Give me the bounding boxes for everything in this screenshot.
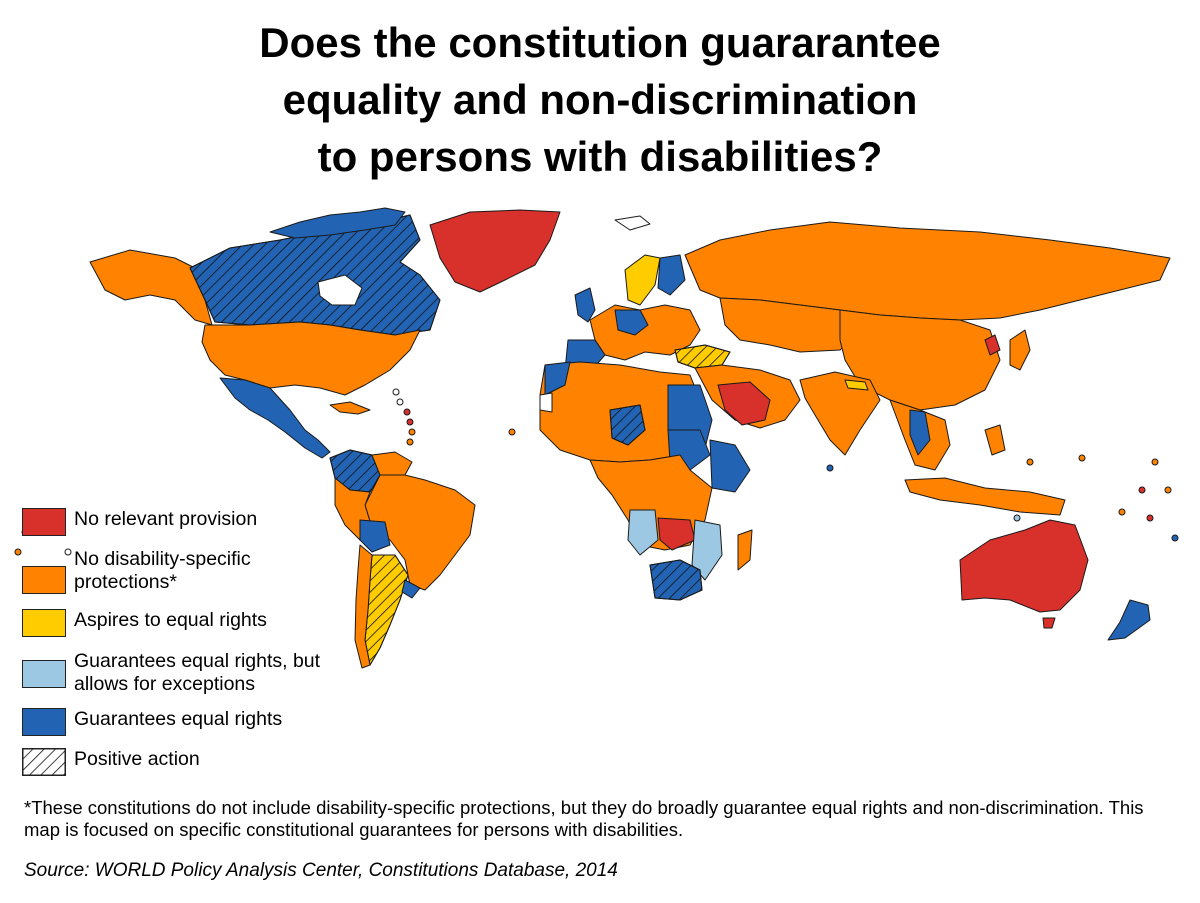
island-dot (396, 398, 404, 406)
region-central-asia (719, 297, 861, 353)
legend-swatch (22, 508, 66, 536)
region-tasmania (1042, 617, 1056, 629)
footnote: *These constitutions do not include disa… (24, 797, 1144, 840)
island-dot (1118, 508, 1126, 516)
island-dot (1171, 534, 1179, 542)
title-line-1: Does the constitution guararantee (259, 19, 941, 66)
region-hudson-bay (317, 274, 363, 306)
legend-label: No relevant provision (74, 508, 258, 530)
region-thailand (909, 409, 931, 456)
title-line-3: to persons with disabilities? (317, 133, 883, 180)
region-china (839, 309, 1001, 411)
island-dot (406, 418, 414, 426)
island-dot (508, 428, 516, 436)
region-angola (627, 509, 659, 556)
island-dot (1013, 514, 1021, 522)
legend-label: Positive action (74, 748, 200, 770)
region-greenland (429, 209, 561, 293)
island-dot (1164, 486, 1172, 494)
island-dot (406, 438, 414, 446)
island-dot (1146, 514, 1154, 522)
region-bolivia (359, 519, 391, 553)
region-niger-hatch (609, 404, 646, 446)
region-iceland (614, 215, 651, 231)
region-ethiopia (709, 439, 751, 493)
region-uruguay (401, 579, 421, 599)
legend-item-aspires: Aspires to equal rights (22, 609, 267, 637)
region-cuba (329, 401, 371, 415)
legend-item-guarantees: Guarantees equal rights (22, 708, 282, 736)
map-title: Does the constitution guararantee equali… (0, 14, 1200, 185)
island-dot (1078, 454, 1086, 462)
legend-item-no-disability-specific: No disability-specific protections* (22, 548, 251, 594)
legend-swatch (22, 566, 66, 594)
legend-label: No disability-specific protections* (74, 548, 251, 593)
legend-item-exceptions: Guarantees equal rights, but allows for … (22, 650, 320, 696)
region-saudi-arabia (717, 381, 771, 426)
region-mexico (219, 377, 331, 459)
region-chile (354, 544, 373, 669)
region-morocco (544, 361, 571, 396)
legend-label: Aspires to equal rights (74, 609, 267, 631)
legend-swatch (22, 609, 66, 637)
region-south-africa-hatch (649, 559, 703, 601)
island-dot (392, 388, 400, 396)
region-mozambique (691, 519, 723, 581)
legend-label: Guarantees equal rights, but allows for … (74, 650, 321, 695)
region-alaska (89, 249, 213, 326)
region-west-sahara (539, 392, 553, 413)
region-finland (657, 254, 686, 296)
island-dot (1151, 458, 1159, 466)
island-dot (826, 464, 834, 472)
region-arctic-islands (269, 207, 406, 239)
region-north-korea (984, 334, 1001, 356)
island-dot (403, 408, 411, 416)
region-philippines (984, 424, 1006, 456)
island-dot (64, 548, 72, 556)
island-dot (14, 548, 22, 556)
legend-label: Guarantees equal rights (74, 708, 283, 730)
region-japan (1009, 329, 1031, 371)
region-argentina-hatch (364, 554, 409, 666)
region-new-zealand (1107, 599, 1151, 641)
legend-swatch (22, 660, 66, 688)
region-uk (574, 287, 596, 323)
region-zambia (657, 517, 696, 551)
legend-item-no-relevant-provision: No relevant provision (22, 508, 257, 536)
region-scandinavia (624, 254, 661, 306)
region-madagascar (737, 529, 753, 571)
region-central-europe (614, 309, 649, 336)
region-usa (201, 321, 421, 396)
region-venezuela (371, 451, 413, 476)
region-india (799, 371, 881, 456)
island-dot (1026, 458, 1034, 466)
region-nepal (844, 379, 869, 391)
source-citation: Source: WORLD Policy Analysis Center, Co… (24, 860, 618, 881)
legend-item-positive-action: Positive action (22, 748, 200, 776)
region-australia (959, 519, 1089, 613)
island-dot (408, 428, 416, 436)
region-indonesia (904, 477, 1066, 516)
legend-swatch (22, 708, 66, 736)
legend-swatch-hatch (22, 748, 66, 776)
title-line-2: equality and non-discrimination (282, 76, 918, 123)
island-dot (1138, 486, 1146, 494)
